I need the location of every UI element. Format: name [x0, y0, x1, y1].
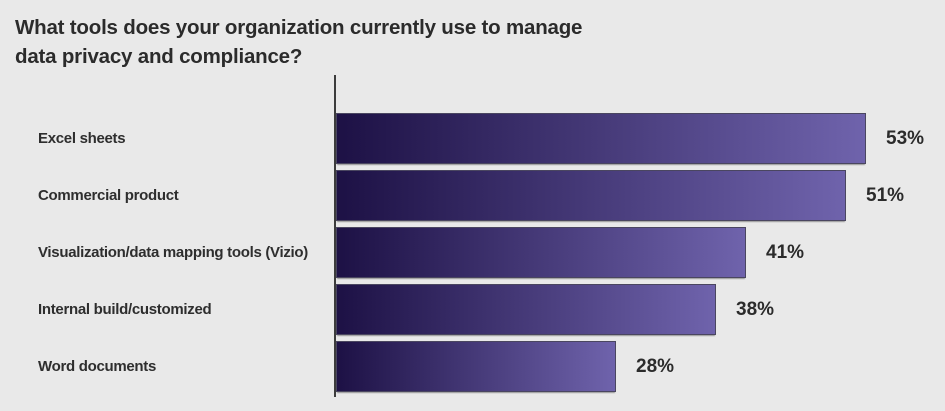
bar-5 [336, 341, 616, 392]
category-label: Visualization/data mapping tools (Vizio) [38, 244, 308, 261]
value-label: 38% [736, 298, 775, 320]
y-axis-line [334, 75, 336, 397]
bar-4 [336, 284, 716, 335]
value-label: 41% [766, 241, 805, 263]
chart-title-line-2: data privacy and compliance? [15, 45, 303, 68]
chart-title: What tools does your organization curren… [15, 13, 582, 71]
bar-2 [336, 170, 846, 221]
category-label: Word documents [38, 358, 157, 375]
category-label: Internal build/customized [38, 301, 212, 318]
category-label: Commercial product [38, 187, 179, 204]
value-label: 51% [866, 184, 905, 206]
value-label: 53% [886, 127, 925, 149]
value-label: 28% [636, 355, 675, 377]
bar-3 [336, 227, 746, 278]
bar-1 [336, 113, 866, 164]
category-label: Excel sheets [38, 130, 126, 147]
chart-title-line-1: What tools does your organization curren… [15, 16, 583, 39]
